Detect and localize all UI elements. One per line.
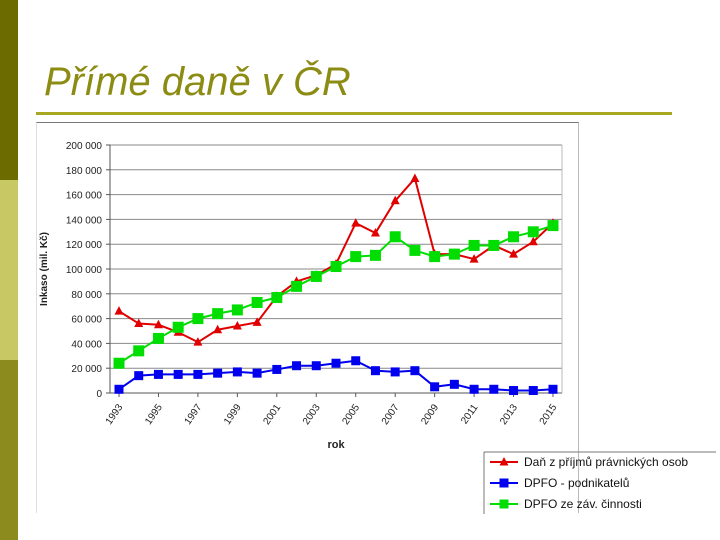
data-point (193, 369, 203, 379)
data-point (133, 345, 145, 357)
y-tick-label: 180 000 (66, 166, 103, 177)
data-point (351, 218, 361, 227)
x-tick-label: 2005 (340, 402, 362, 427)
data-point (212, 308, 224, 320)
legend-label: Daň z příjmů právnických osob (524, 455, 688, 469)
data-point (271, 292, 283, 304)
data-point (231, 304, 243, 316)
data-point (152, 332, 164, 344)
data-point (213, 368, 223, 378)
legend-label: DPFO - podnikatelů (524, 476, 629, 490)
data-point (430, 382, 440, 392)
data-point (310, 270, 322, 282)
data-point (331, 358, 341, 368)
data-point (172, 321, 184, 333)
data-point (272, 364, 282, 374)
x-tick-label: 1995 (143, 402, 165, 427)
sidebar-band-dark (0, 0, 18, 180)
data-point (468, 239, 480, 251)
legend-marker (499, 457, 509, 466)
x-tick-label: 2015 (538, 402, 560, 427)
data-point (509, 386, 519, 396)
x-tick-label: 2001 (262, 402, 284, 427)
y-tick-label: 80 000 (71, 290, 102, 301)
sidebar-band-olive (0, 360, 18, 540)
data-point (448, 248, 460, 260)
data-point (311, 361, 321, 371)
y-tick-label: 160 000 (66, 191, 103, 202)
data-point (410, 366, 420, 376)
data-point (192, 313, 204, 325)
data-point (232, 367, 242, 377)
data-point (134, 371, 144, 381)
sidebar-band-light (0, 180, 18, 360)
data-point (251, 296, 263, 308)
data-point (173, 369, 183, 379)
x-tick-label: 2009 (419, 402, 441, 427)
data-point (153, 319, 163, 329)
y-tick-label: 100 000 (66, 265, 103, 276)
x-tick-label: 1997 (183, 402, 205, 427)
y-tick-label: 20 000 (71, 364, 102, 375)
y-tick-label: 40 000 (71, 339, 102, 350)
data-point (252, 317, 262, 326)
x-tick-label: 1999 (222, 402, 244, 427)
x-tick-label: 2013 (498, 402, 520, 427)
data-point (527, 226, 539, 238)
chart-frame (36, 122, 579, 513)
data-point (292, 361, 302, 371)
data-point (114, 384, 124, 394)
data-point (489, 384, 499, 394)
x-tick-label: 2007 (380, 402, 402, 427)
y-tick-label: 0 (96, 389, 102, 400)
data-point (153, 369, 163, 379)
y-tick-label: 120 000 (66, 240, 103, 251)
title-underline (36, 112, 672, 115)
data-point (469, 384, 479, 394)
data-point (429, 251, 441, 263)
data-point (469, 254, 479, 263)
data-point (548, 384, 558, 394)
y-axis-title: Inkaso (mil. Kč) (39, 232, 50, 306)
x-tick-label: 2003 (301, 402, 323, 427)
data-point (350, 251, 362, 263)
data-point (213, 324, 223, 334)
y-tick-label: 200 000 (66, 141, 103, 152)
data-point (369, 249, 381, 261)
data-point (508, 231, 520, 243)
data-point (232, 321, 242, 330)
data-point (193, 337, 203, 346)
data-point (509, 249, 519, 258)
x-axis-title: rok (327, 439, 345, 451)
legend-label: DPFO ze záv. činnosti (524, 497, 642, 511)
data-point (370, 228, 380, 237)
series-line (118, 224, 554, 365)
data-point (528, 386, 538, 396)
data-point (528, 236, 538, 246)
legend-marker (499, 499, 509, 509)
legend-marker (499, 478, 509, 488)
data-point (547, 220, 559, 232)
slide-title: Přímé daně v ČR (44, 60, 351, 104)
data-point (409, 244, 421, 256)
y-tick-label: 140 000 (66, 215, 103, 226)
data-point (252, 368, 262, 378)
x-tick-label: 1993 (104, 402, 126, 427)
y-tick-label: 60 000 (71, 315, 102, 326)
data-point (330, 261, 342, 273)
data-point (134, 318, 144, 328)
data-point (389, 231, 401, 243)
data-point (291, 280, 303, 292)
data-point (410, 173, 420, 182)
data-point (390, 195, 400, 205)
data-point (114, 306, 124, 315)
data-point (113, 357, 125, 369)
x-tick-label: 2011 (459, 402, 481, 426)
data-point (370, 366, 380, 376)
data-point (449, 379, 459, 389)
data-point (390, 367, 400, 377)
data-point (351, 356, 361, 366)
data-point (488, 239, 500, 251)
